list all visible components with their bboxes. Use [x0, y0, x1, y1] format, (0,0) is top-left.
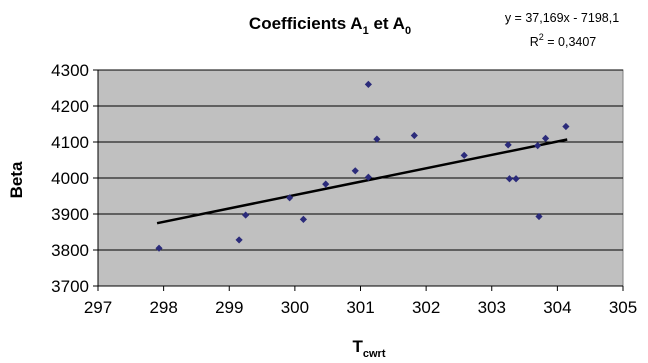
chart-title: Coefficients A1 et A0	[249, 14, 411, 37]
data-point	[235, 236, 243, 244]
x-tick-label: 303	[478, 298, 506, 317]
x-tick-label: 300	[281, 298, 309, 317]
data-point	[364, 173, 372, 181]
y-tick-label: 4100	[51, 133, 89, 152]
y-tick-label: 3700	[51, 277, 89, 296]
data-point	[242, 211, 250, 219]
data-points	[155, 80, 570, 252]
data-point	[460, 151, 468, 159]
y-tick-label: 4000	[51, 169, 89, 188]
data-point	[299, 215, 308, 223]
y-tick-label: 3900	[51, 205, 89, 224]
x-tick-label: 304	[543, 298, 571, 317]
x-tick-label: 298	[149, 298, 177, 317]
x-tick-label: 301	[346, 298, 374, 317]
y-axis: 3700 3800 3900 4000 4100 4200 4300	[51, 61, 99, 296]
x-tick-label: 302	[412, 298, 440, 317]
x-tick-label: 305	[609, 298, 637, 317]
r-squared-label: R2 = 0,3407	[530, 32, 597, 49]
data-point	[410, 131, 418, 140]
y-tick-label: 4300	[51, 61, 89, 80]
data-point	[286, 194, 294, 202]
data-point	[364, 80, 372, 88]
data-point	[541, 134, 550, 142]
trendline-group	[156, 138, 568, 225]
data-point	[505, 175, 514, 183]
data-point	[351, 167, 359, 175]
y-axis-title: Beta	[7, 161, 26, 198]
x-tick-label: 297	[84, 298, 112, 317]
x-tick-label: 299	[215, 298, 243, 317]
trendline	[156, 138, 568, 225]
y-tick-label: 4200	[51, 97, 89, 116]
data-point	[534, 142, 542, 150]
data-point	[535, 212, 543, 221]
x-axis: 297 298 299 300 301 302 303 304 305	[84, 285, 637, 317]
data-point	[322, 180, 330, 188]
data-point	[562, 122, 570, 131]
data-point	[155, 244, 163, 252]
y-tick-label: 3800	[51, 241, 89, 260]
trendline-equation: y = 37,169x - 7198,1	[505, 11, 619, 25]
data-point	[512, 175, 520, 183]
data-point	[504, 141, 512, 149]
x-axis-title: Tcwrt	[352, 337, 385, 360]
data-point	[373, 135, 381, 143]
